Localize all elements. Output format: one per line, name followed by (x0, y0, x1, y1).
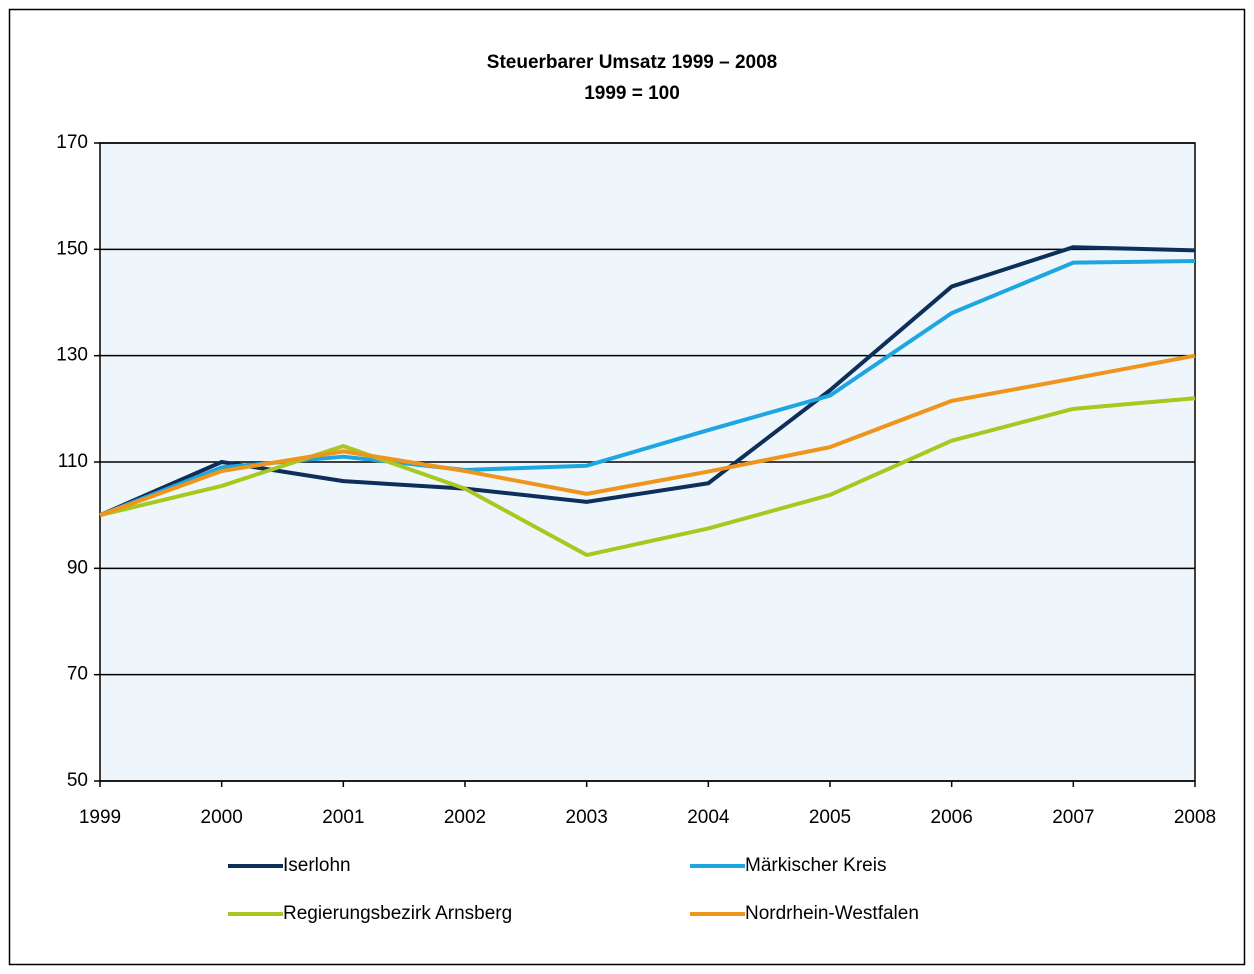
chart-title: Steuerbarer Umsatz 1999 – 2008 (487, 52, 777, 73)
x-tick-label: 2008 (1174, 807, 1216, 828)
legend-label: Nordrhein-Westfalen (745, 903, 919, 924)
x-tick-label: 2000 (201, 807, 243, 828)
x-tick-label: 2003 (566, 807, 608, 828)
legend-label: Iserlohn (283, 855, 351, 876)
y-tick-label: 150 (56, 238, 88, 259)
plot-border (99, 142, 1196, 782)
x-tick-label: 2006 (931, 807, 973, 828)
x-tick-label: 2001 (322, 807, 364, 828)
series-line (99, 353, 1196, 518)
legend-label: Märkischer Kreis (745, 855, 886, 876)
x-tick-label: 2005 (809, 807, 851, 828)
x-tick-label: 2002 (444, 807, 486, 828)
x-tick-label: 2007 (1052, 807, 1094, 828)
y-tick-label: 50 (67, 770, 88, 791)
x-tick-label: 2004 (687, 807, 730, 828)
y-tick-label: 110 (58, 451, 88, 472)
series-line (99, 245, 1196, 517)
x-tick-label: 1999 (79, 807, 121, 828)
legend-label: Regierungsbezirk Arnsberg (283, 903, 512, 924)
series-line (99, 396, 1196, 558)
y-tick-label: 90 (67, 557, 88, 578)
y-tick-label: 70 (67, 664, 88, 685)
y-tick-label: 130 (56, 345, 88, 366)
chart-subtitle: 1999 = 100 (584, 83, 680, 104)
y-tick-label: 170 (56, 132, 88, 153)
